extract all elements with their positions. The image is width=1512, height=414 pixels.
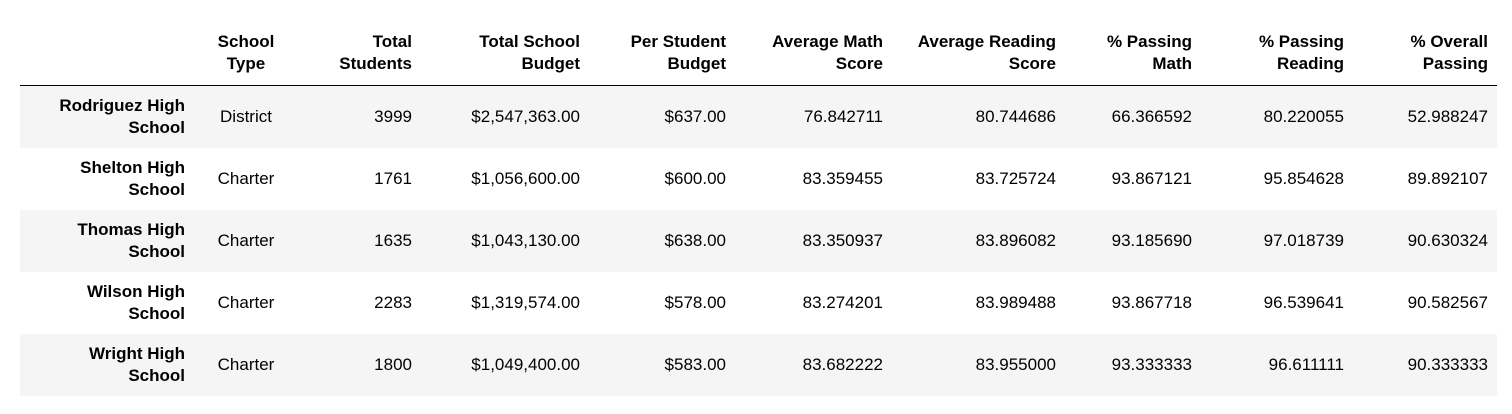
dataframe-container: School Type Total Students Total School Bud…: [20, 22, 1497, 396]
table-row: Wright High School Charter 1800 $1,049,40…: [20, 334, 1497, 396]
table-cell: 93.185690: [1111, 231, 1192, 250]
table-cell: 96.611111: [1268, 355, 1344, 374]
table-cell: 66.366592: [1111, 107, 1192, 126]
table-cell: 1635: [374, 231, 412, 250]
table-cell: 83.896082: [975, 231, 1056, 250]
table-cell: 83.989488: [975, 293, 1056, 312]
table-cell: Charter: [217, 293, 275, 312]
table-cell: $638.00: [664, 231, 726, 250]
table-cell: 90.582567: [1407, 293, 1488, 312]
table-cell: $1,319,574.00: [471, 293, 580, 312]
row-index-label: Rodriguez High School: [59, 96, 185, 137]
table-cell: 90.630324: [1407, 231, 1488, 250]
column-header: School Type: [194, 22, 298, 86]
table-cell: 83.274201: [802, 293, 883, 312]
table-cell: 3999: [374, 107, 412, 126]
row-index-label: Wright High School: [89, 344, 185, 385]
table-cell: 2283: [374, 293, 412, 312]
table-row: Rodriguez High School District 3999 $2,54…: [20, 85, 1497, 148]
header-row: School Type Total Students Total School Bud…: [20, 22, 1497, 86]
column-header: Total Students: [298, 22, 421, 86]
table-cell: 93.867121: [1111, 169, 1192, 188]
table-cell: $2,547,363.00: [471, 107, 580, 126]
table-cell: 76.842711: [803, 107, 883, 126]
table-row: Wilson High School Charter 2283 $1,319,57…: [20, 272, 1497, 334]
column-header: Average Math Score: [735, 22, 892, 86]
table-cell: $1,043,130.00: [471, 231, 580, 250]
table-cell: $637.00: [664, 107, 726, 126]
table-cell: 83.725724: [975, 169, 1056, 188]
row-index-label: Shelton High School: [80, 158, 185, 199]
table-cell: 1761: [374, 169, 412, 188]
table-cell: $1,049,400.00: [471, 355, 580, 374]
table-cell: Charter: [217, 355, 275, 374]
table-cell: 90.333333: [1407, 355, 1488, 374]
school-summary-table: School Type Total Students Total School Bud…: [20, 22, 1497, 396]
table-cell: 83.682222: [802, 355, 883, 374]
table-cell: 80.744686: [975, 107, 1056, 126]
column-header: % Overall Passing: [1353, 22, 1497, 86]
table-cell: 80.220055: [1263, 107, 1344, 126]
row-index-label: Wilson High School: [86, 282, 185, 323]
table-cell: 83.359455: [802, 169, 883, 188]
table-cell: 89.892107: [1407, 169, 1488, 188]
column-header: % Passing Math: [1065, 22, 1201, 86]
column-header: Per Student Budget: [589, 22, 735, 86]
table-cell: $600.00: [664, 169, 726, 188]
table-cell: $578.00: [664, 293, 726, 312]
table-cell: 96.539641: [1263, 293, 1344, 312]
column-header: % Passing Reading: [1201, 22, 1353, 86]
table-cell: 83.350937: [802, 231, 883, 250]
table-cell: 93.867718: [1111, 293, 1192, 312]
table-cell: $1,056,600.00: [471, 169, 580, 188]
table-cell: 1800: [374, 355, 412, 374]
column-header: Total School Budget: [421, 22, 589, 86]
table-cell: 52.988247: [1407, 107, 1488, 126]
index-header: [20, 22, 194, 86]
table-cell: 95.854628: [1263, 169, 1344, 188]
table-cell: Charter: [217, 231, 275, 250]
table-cell: Charter: [217, 169, 275, 188]
table-cell: 83.955000: [975, 355, 1056, 374]
table-cell: District: [220, 107, 272, 126]
table-cell: 93.333333: [1111, 355, 1192, 374]
table-cell: 97.018739: [1263, 231, 1344, 250]
column-header: Average Reading Score: [892, 22, 1065, 86]
row-index-label: Thomas High School: [77, 220, 185, 261]
table-row: Thomas High School Charter 1635 $1,043,13…: [20, 210, 1497, 272]
table-row: Shelton High School Charter 1761 $1,056,6…: [20, 148, 1497, 210]
table-cell: $583.00: [664, 355, 726, 374]
